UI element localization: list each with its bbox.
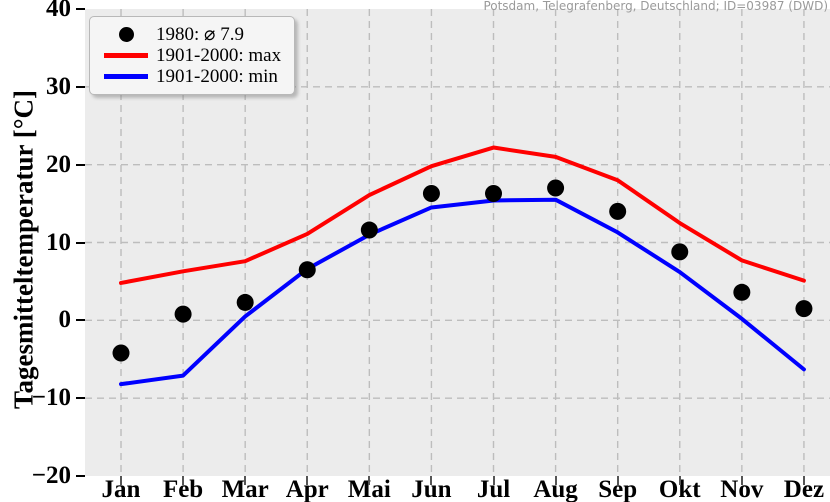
attribution-text: Potsdam, Telegrafenberg, Deutschland; ID… [483, 0, 828, 13]
legend-key-marker [99, 74, 153, 79]
data-point [236, 293, 254, 311]
y-tick-mark [76, 163, 85, 166]
y-tick-label: 0 [58, 306, 72, 334]
y-tick-label: 10 [46, 228, 71, 256]
legend: 1980: ⌀ 7.9 1901-2000: max 1901-2000: min [89, 16, 296, 95]
min-temperature-line [119, 197, 806, 387]
data-point [609, 202, 627, 220]
y-tick-label: 20 [46, 150, 71, 178]
x-tick-mark [306, 476, 309, 485]
data-point [298, 261, 316, 279]
x-tick-mark [492, 476, 495, 485]
gridlines [85, 9, 830, 476]
y-tick-label: −20 [31, 462, 71, 489]
data-point [360, 221, 378, 239]
legend-marker-line-icon [104, 74, 148, 79]
y-tick-mark [76, 241, 85, 244]
data-point [422, 184, 440, 202]
x-tick-mark [740, 476, 743, 485]
x-tick-mark [430, 476, 433, 485]
x-tick-mark [182, 476, 185, 485]
observed-1980-points [112, 179, 813, 362]
legend-item: 1901-2000: max [99, 45, 281, 66]
x-tick-label-dez: Dez [783, 476, 825, 502]
legend-label: 1901-2000: max [156, 44, 282, 66]
data-point [174, 305, 192, 323]
y-tick-mark [76, 319, 85, 322]
y-tick-mark [76, 85, 85, 88]
legend-label: 1980: ⌀ 7.9 [156, 24, 244, 45]
x-tick-mark [368, 476, 371, 485]
y-tick-mark [76, 475, 85, 477]
data-point [112, 344, 130, 362]
x-tick-mark [678, 476, 681, 485]
legend-key-marker [99, 27, 153, 42]
y-tick-label: 40 [46, 0, 71, 22]
x-tick-mark [802, 476, 805, 485]
x-tick-mark [616, 476, 619, 485]
legend-item: 1901-2000: min [99, 66, 281, 87]
data-point [671, 243, 689, 261]
max-temperature-line [119, 145, 806, 285]
legend-marker-line-icon [104, 53, 148, 58]
legend-label: 1901-2000: min [156, 65, 278, 87]
data-point [733, 283, 751, 301]
y-tick-mark [76, 397, 85, 400]
legend-item: 1980: ⌀ 7.9 [99, 24, 281, 45]
data-point [795, 300, 813, 318]
y-tick-label: 30 [46, 72, 71, 100]
legend-key-marker [99, 53, 153, 58]
x-tick-mark [120, 476, 122, 485]
y-axis: Tagesmitteltemperatur [°C] −20 −10 0 10 20 30… [0, 0, 85, 502]
x-tick-mark [554, 476, 557, 485]
y-tick-label: −10 [31, 384, 71, 412]
data-point [485, 184, 503, 202]
y-tick-mark [76, 8, 85, 10]
legend-marker-dot-icon [118, 27, 134, 42]
x-tick-mark [244, 476, 247, 485]
plot-svg [85, 9, 830, 476]
data-point [547, 179, 565, 197]
